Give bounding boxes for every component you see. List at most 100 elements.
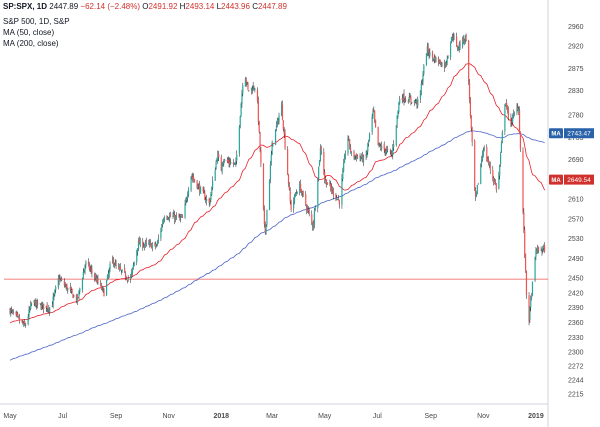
candle	[524, 253, 527, 274]
candle	[470, 115, 472, 132]
candle	[516, 103, 518, 116]
candle	[37, 298, 39, 309]
candle	[64, 282, 66, 288]
candle	[431, 50, 434, 62]
candle	[190, 176, 192, 192]
candle	[155, 243, 158, 248]
price-axis[interactable]: 2215 2244 2272 2300 2330 2360 2390 2420 2450 2490…	[568, 24, 584, 399]
candle	[401, 94, 403, 104]
candle	[223, 159, 225, 167]
x-tick-label: 2018	[213, 413, 229, 420]
candle	[266, 209, 268, 227]
candle	[486, 144, 488, 162]
candle	[124, 271, 127, 281]
price-change: −62.14 (−2.48%)	[80, 2, 141, 11]
candle	[468, 79, 471, 104]
candle	[299, 179, 302, 193]
candle	[487, 156, 489, 163]
candle	[474, 187, 477, 201]
candle	[131, 267, 134, 277]
candle	[212, 176, 214, 191]
candle	[133, 261, 135, 267]
candle	[450, 36, 453, 44]
candle	[420, 80, 422, 96]
candle	[211, 186, 213, 196]
candle	[192, 172, 194, 183]
candle	[61, 276, 63, 281]
candle	[281, 101, 283, 117]
candle	[119, 263, 121, 271]
candle	[268, 179, 271, 211]
candle	[151, 242, 153, 252]
candle	[105, 279, 108, 297]
candle	[155, 241, 157, 250]
candle	[126, 279, 128, 284]
candle	[15, 311, 17, 317]
candle	[317, 177, 319, 213]
candle	[150, 242, 153, 249]
candle	[313, 208, 315, 229]
candle	[103, 288, 105, 297]
candle	[308, 207, 310, 217]
time-axis[interactable]: May Jul Sep Nov 2018 Mar May Jul Sep Nov 2019	[3, 413, 543, 420]
candle	[435, 56, 437, 63]
low-value: 2443.96	[221, 2, 250, 11]
candle	[426, 42, 428, 57]
candle	[512, 109, 515, 119]
candle	[525, 270, 528, 299]
candle	[421, 78, 423, 85]
candle	[149, 238, 151, 248]
candle	[9, 307, 11, 315]
candle	[63, 278, 65, 288]
candle	[518, 106, 520, 116]
candle	[295, 189, 297, 196]
ma-50-path	[9, 63, 545, 324]
candle	[199, 186, 202, 194]
candle	[395, 124, 397, 147]
candle	[293, 197, 295, 213]
candle	[324, 175, 327, 184]
study-ma-50[interactable]: MA (50, close)	[3, 28, 55, 37]
svg-text:2649.54: 2649.54	[567, 177, 591, 184]
candle	[422, 70, 424, 86]
candle	[99, 280, 102, 287]
candle	[444, 61, 447, 69]
candle	[464, 34, 466, 44]
candle	[53, 293, 55, 301]
y-tick-label: 2390	[568, 305, 584, 312]
candle	[136, 249, 138, 266]
y-tick-label: 2450	[568, 276, 584, 283]
candle	[69, 282, 71, 293]
candle	[513, 111, 515, 117]
candle	[132, 262, 134, 270]
candle	[446, 55, 448, 66]
candle	[277, 118, 279, 125]
y-tick-label: 2960	[568, 24, 584, 31]
candle	[72, 293, 74, 299]
candle	[149, 239, 152, 247]
candle	[79, 287, 81, 295]
candle	[256, 87, 259, 104]
candle	[391, 150, 393, 158]
candle	[162, 219, 164, 228]
open-value: 2491.92	[148, 2, 178, 11]
candle	[325, 179, 328, 188]
candle	[204, 189, 206, 201]
study-ma-200[interactable]: MA (200, close)	[3, 39, 59, 48]
candle	[440, 61, 442, 68]
candle	[488, 161, 490, 168]
candle	[471, 126, 473, 147]
study-main-series[interactable]: S&P 500, 1D, S&P	[3, 17, 70, 26]
x-tick-label: Jul	[373, 413, 382, 420]
candle	[139, 237, 141, 248]
candle	[419, 90, 422, 104]
ma-200-path	[9, 130, 545, 361]
candle	[531, 293, 533, 301]
candle	[96, 275, 98, 285]
x-tick-label: Mar	[266, 413, 279, 420]
candle	[463, 38, 465, 46]
candle	[102, 286, 104, 293]
candle	[439, 59, 441, 65]
